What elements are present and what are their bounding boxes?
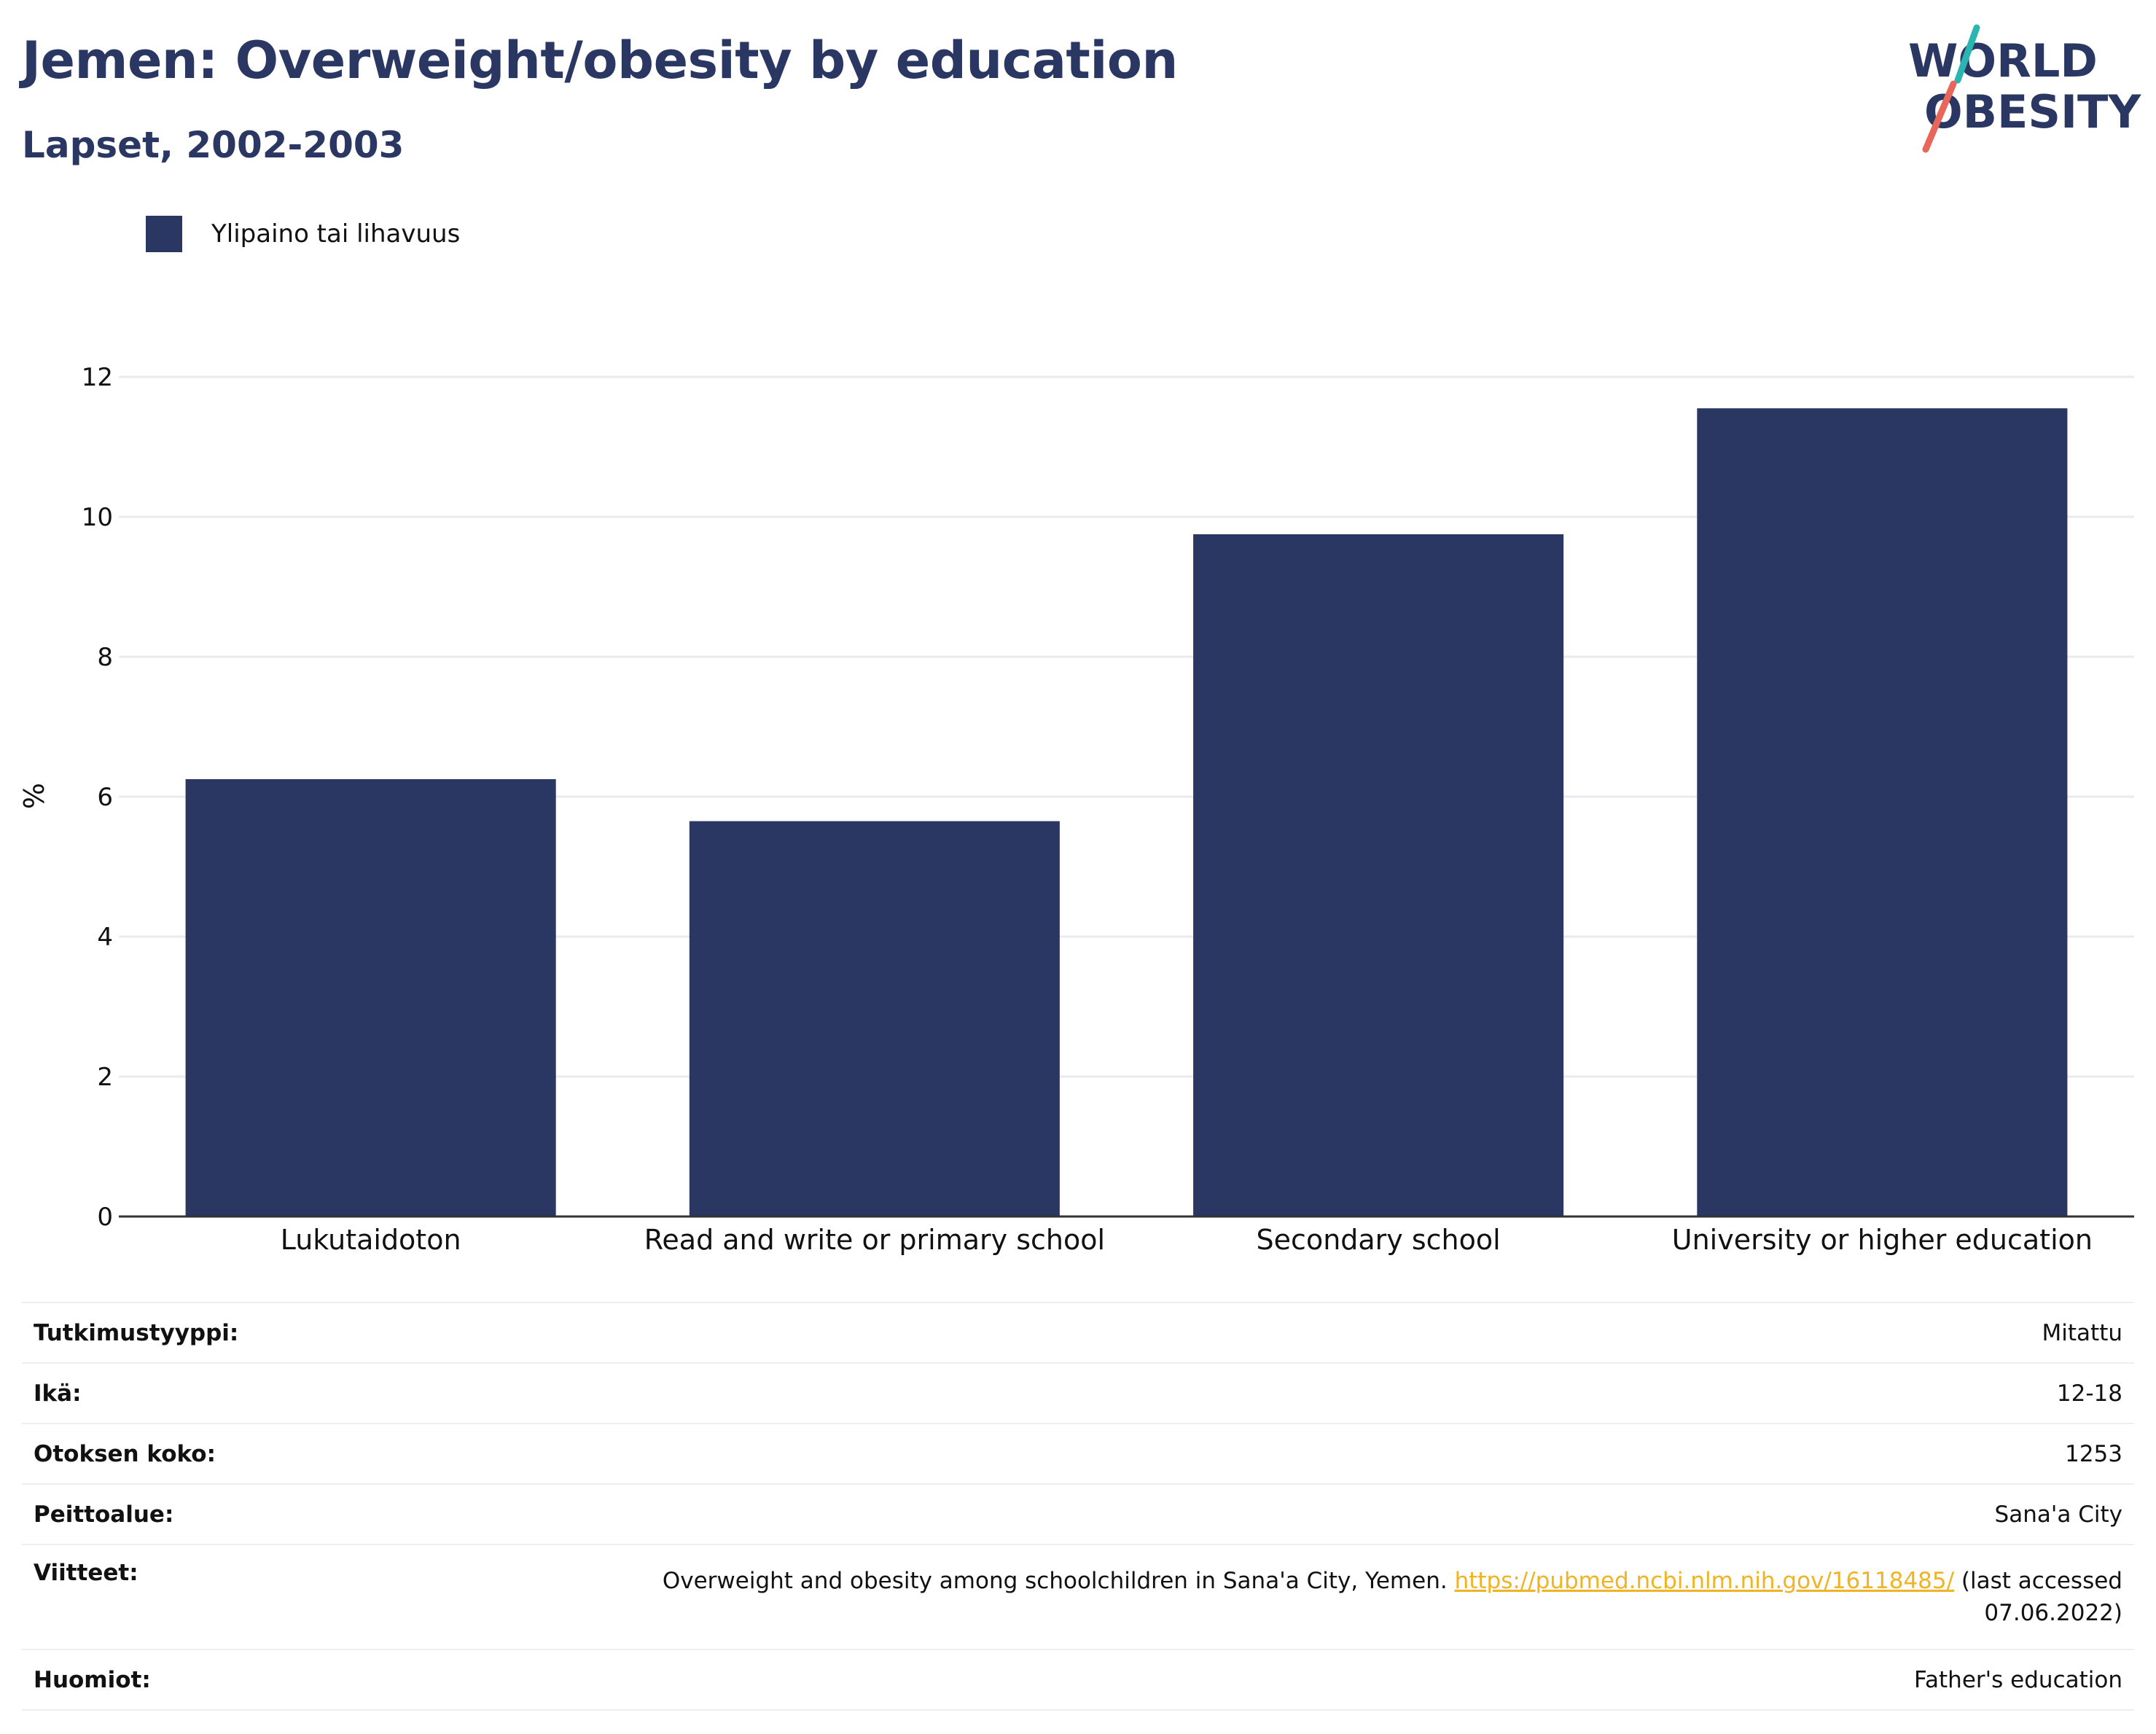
chart-subtitle: Lapset, 2002-2003 (22, 124, 405, 166)
bars (185, 408, 2068, 1217)
y-axis-label: % (18, 783, 50, 809)
bar-chart: 0 2 4 6 8 10 12 Lukutaidoton Read and write or p… (18, 363, 2134, 1256)
info-row: Ikä: 12-18 (22, 1363, 2134, 1424)
reference-link[interactable]: https://pubmed.ncbi.nlm.nih.gov/16118485… (1454, 1568, 1955, 1594)
y-tick-label: 10 (82, 503, 113, 532)
chart-title: Jemen: Overweight/obesity by education (22, 31, 1178, 90)
info-label: Otoksen koko: (22, 1423, 555, 1485)
x-tick-label: University or higher education (1672, 1224, 2093, 1256)
info-row: Tutkimustyyppi: Mitattu (22, 1302, 2134, 1364)
y-tick-label: 4 (97, 923, 113, 952)
info-row-references: Viitteet: Overweight and obesity among s… (22, 1544, 2134, 1650)
y-tick-label: 2 (97, 1063, 113, 1092)
logo-slash-coral (1922, 80, 1957, 153)
reference-date: 07.06.2022) (1984, 1600, 2122, 1626)
bar[interactable] (185, 779, 556, 1216)
info-value: 1253 (555, 1423, 2134, 1485)
bar[interactable] (1697, 408, 2068, 1217)
x-tick-label: Secondary school (1257, 1224, 1501, 1256)
reference-text: Overweight and obesity among schoolchild… (662, 1568, 1455, 1594)
bar[interactable] (1193, 534, 1564, 1216)
x-tick-label: Lukutaidoton (281, 1224, 461, 1256)
info-row: Peittoalue: Sana'a City (22, 1484, 2134, 1545)
legend[interactable]: Ylipaino tai lihavuus (146, 216, 460, 252)
info-row: Huomiot: Father's education (22, 1649, 2134, 1711)
logo-slash-teal (1954, 24, 1980, 84)
info-value: 12-18 (555, 1363, 2134, 1424)
info-value: Father's education (555, 1649, 2134, 1711)
reference-accessed: (last accessed (1954, 1568, 2122, 1594)
study-info-table: Tutkimustyyppi: Mitattu Ikä: 12-18 Otoks… (22, 1302, 2134, 1711)
y-tick-label: 0 (97, 1203, 113, 1232)
references-value: Overweight and obesity among schoolchild… (555, 1544, 2134, 1650)
info-row: Otoksen koko: 1253 (22, 1423, 2134, 1485)
info-value: Mitattu (555, 1302, 2134, 1364)
x-tick-label: Read and write or primary school (644, 1224, 1105, 1256)
info-label: Viitteet: (22, 1544, 555, 1650)
y-tick-label: 8 (97, 643, 113, 672)
legend-label: Ylipaino tai lihavuus (211, 219, 461, 249)
logo-text-world: WORLD (1908, 34, 2098, 87)
legend-swatch (146, 216, 182, 252)
info-label: Ikä: (22, 1363, 555, 1424)
logo-text-obesity: OBESITY (1924, 85, 2141, 138)
world-obesity-logo: WORLD OBESITY (1908, 24, 2141, 153)
axes: 0 2 4 6 8 10 12 Lukutaidoton Read and write or p… (18, 363, 2134, 1256)
y-tick-label: 6 (97, 783, 113, 812)
info-label: Huomiot: (22, 1649, 555, 1711)
info-value: Sana'a City (555, 1484, 2134, 1545)
info-label: Tutkimustyyppi: (22, 1302, 555, 1364)
y-tick-label: 12 (82, 363, 113, 392)
bar[interactable] (689, 821, 1060, 1216)
info-label: Peittoalue: (22, 1484, 555, 1545)
